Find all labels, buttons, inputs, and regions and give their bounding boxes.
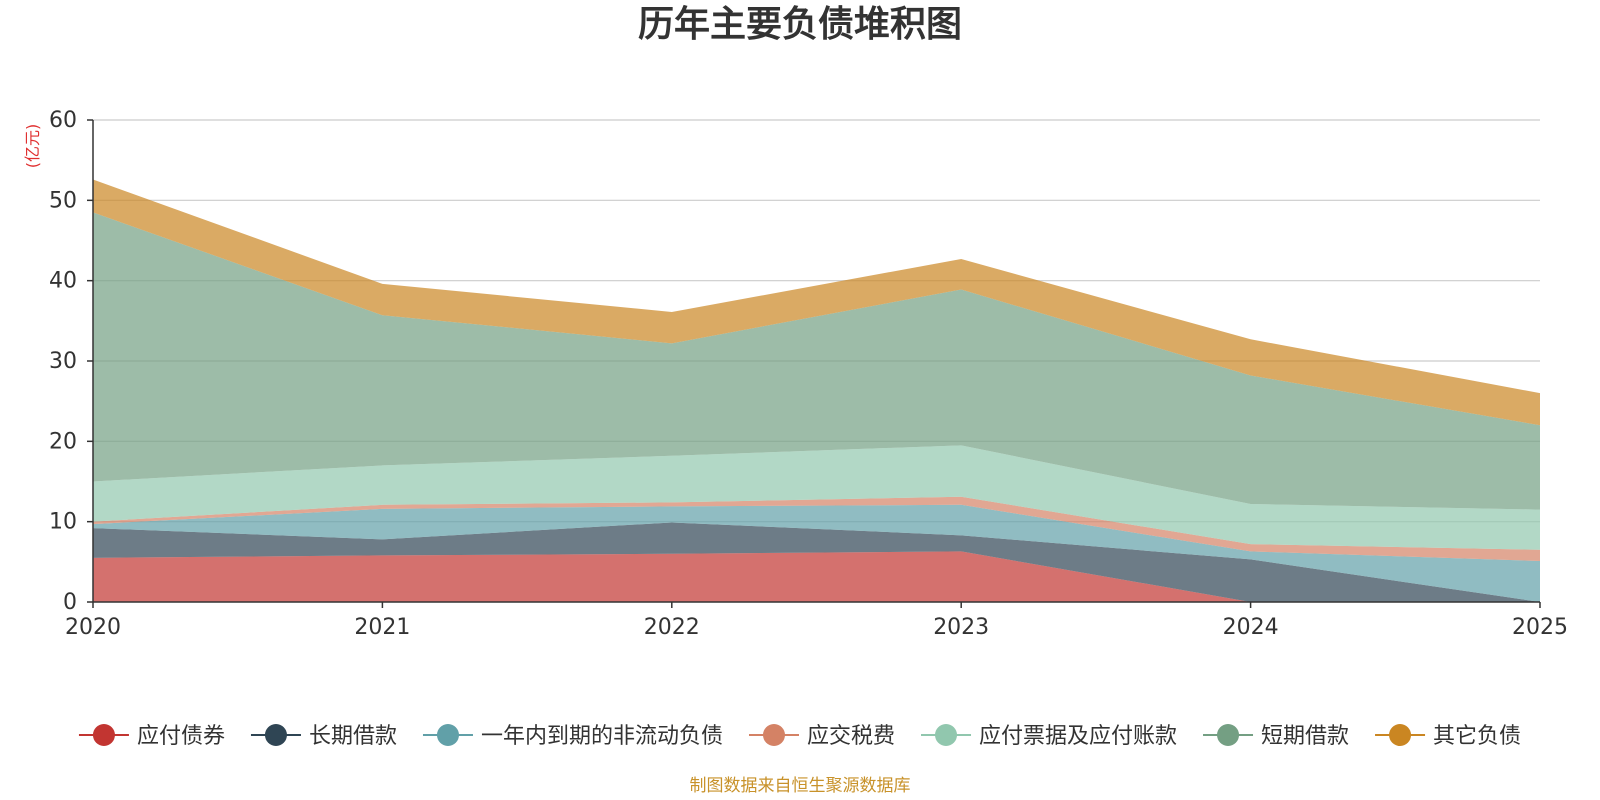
x-tick-label: 2020: [65, 615, 121, 640]
x-tick-label: 2025: [1512, 615, 1568, 640]
series-area-2: [93, 504, 1540, 602]
y-tick-label: 0: [63, 590, 77, 615]
source-note: 制图数据来自恒生聚源数据库: [690, 776, 911, 796]
legend: 应付债券 长期借款 一年内到期的非流动负债 应交税费 应付票据及应付账款 短期借款 其它负债: [78, 724, 1521, 749]
x-tick-labels: 2020 2021 2022 2023 2024 2025: [65, 615, 1568, 640]
chart-title: 历年主要负债堆积图: [638, 4, 962, 45]
legend-label: 长期借款: [309, 724, 397, 749]
legend-marker-icon: [92, 724, 115, 746]
legend-marker-icon: [264, 724, 287, 746]
x-tick-label: 2023: [933, 615, 989, 640]
legend-item-4[interactable]: 应付票据及应付账款: [921, 724, 1177, 749]
legend-marker-icon: [1217, 724, 1240, 746]
x-tick-label: 2024: [1223, 615, 1279, 640]
y-tick-label: 40: [49, 269, 77, 294]
x-tick-label: 2022: [644, 615, 700, 640]
y-tick-label: 60: [49, 108, 77, 133]
series-area-6: [93, 179, 1540, 426]
y-tick-label: 10: [49, 510, 77, 535]
y-tick-label: 50: [49, 188, 77, 213]
series-area-1: [93, 522, 1540, 602]
x-tick-label: 2021: [354, 615, 410, 640]
y-tick-label: 20: [49, 429, 77, 454]
series-areas: [93, 179, 1540, 602]
legend-marker-icon: [436, 724, 459, 746]
series-area-5: [93, 212, 1540, 510]
legend-item-6[interactable]: 其它负债: [1375, 724, 1521, 749]
legend-label: 应付票据及应付账款: [979, 724, 1177, 749]
legend-marker-icon: [1389, 724, 1412, 746]
y-tick-labels: 0 10 20 30 40 50 60: [49, 108, 77, 615]
legend-item-2[interactable]: 一年内到期的非流动负债: [422, 724, 723, 749]
legend-marker-icon: [935, 724, 958, 746]
legend-item-0[interactable]: 应付债券: [78, 724, 225, 749]
series-area-3: [93, 496, 1540, 562]
axes: [87, 119, 1541, 608]
legend-item-1[interactable]: 长期借款: [250, 724, 397, 749]
legend-item-3[interactable]: 应交税费: [748, 724, 895, 749]
legend-label: 应交税费: [807, 724, 895, 749]
legend-label: 一年内到期的非流动负债: [481, 724, 723, 749]
legend-label: 其它负债: [1433, 724, 1521, 749]
series-area-0: [93, 551, 1540, 602]
legend-label: 应付债券: [137, 724, 225, 749]
y-tick-label: 30: [49, 349, 77, 374]
y-unit-label: (亿元): [23, 124, 42, 169]
legend-item-5[interactable]: 短期借款: [1203, 724, 1349, 749]
series-area-4: [93, 445, 1540, 550]
legend-label: 短期借款: [1261, 724, 1349, 749]
legend-marker-icon: [762, 724, 785, 746]
